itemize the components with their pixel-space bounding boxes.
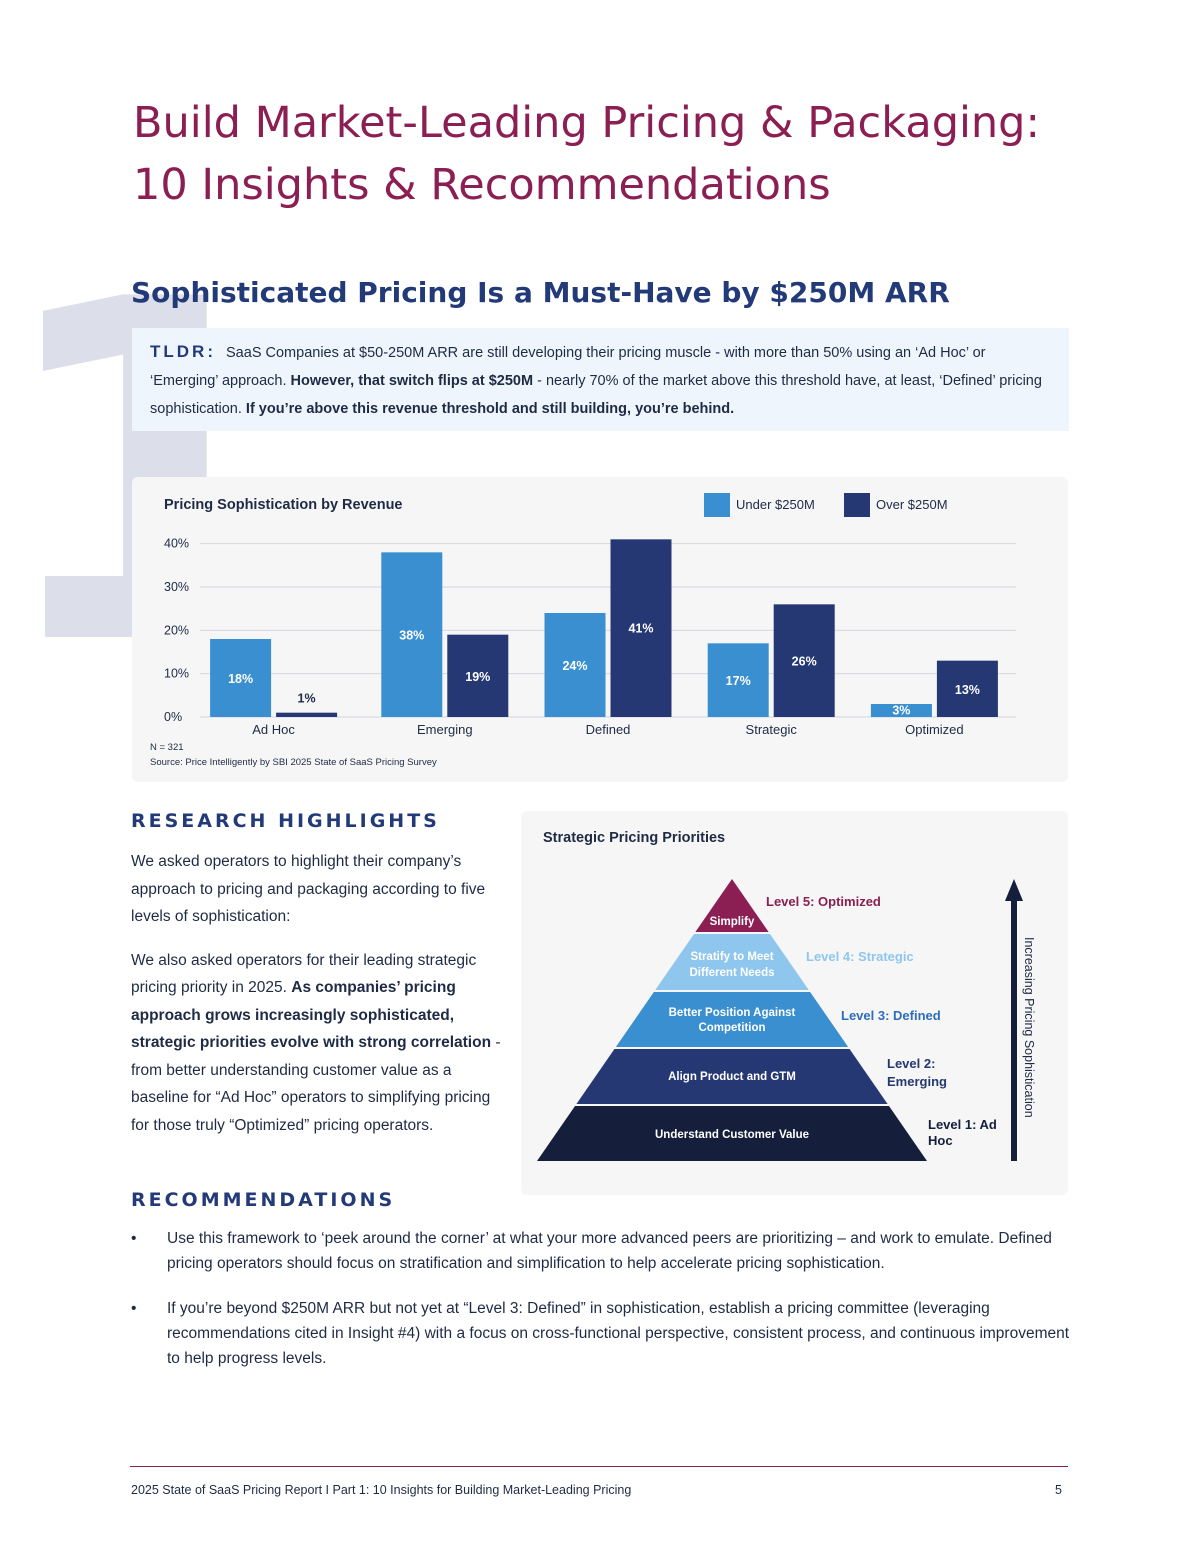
chart-title: Pricing Sophistication by Revenue	[164, 497, 403, 513]
research-heading: RESEARCH HIGHLIGHTS	[131, 810, 440, 832]
tldr-box: TLDR: SaaS Companies at $50-250M ARR are…	[132, 328, 1069, 431]
pyramid-inner-label: Understand Customer Value	[655, 1129, 809, 1141]
bar-over-optimized	[936, 660, 998, 717]
pyramid-inner-label: Competition	[698, 1022, 765, 1034]
pyramid-level-label: Level 2:	[887, 1056, 935, 1071]
footer-divider	[130, 1466, 1068, 1467]
pyramid-inner-label: Stratify to Meet	[690, 951, 773, 963]
legend-swatch	[844, 493, 870, 517]
data-label: 17%	[726, 674, 751, 688]
pyramid-inner-label: Simplify	[710, 916, 755, 928]
y-tick-label: 0%	[164, 710, 182, 724]
x-tick-label: Optimized	[905, 722, 964, 737]
title-line-1: Build Market-Leading Pricing & Packaging…	[133, 98, 1040, 148]
recommendations-heading: RECOMMENDATIONS	[131, 1189, 396, 1211]
legend-label: Over $250M	[876, 497, 948, 512]
pyramid-level-label: Level 3: Defined	[841, 1008, 941, 1023]
x-tick-label: Ad Hoc	[252, 722, 295, 737]
page-title: Build Market-Leading Pricing & Packaging…	[133, 92, 1133, 216]
x-tick-label: Emerging	[417, 722, 473, 737]
page-number: 5	[1055, 1483, 1062, 1497]
legend-label: Under $250M	[736, 497, 815, 512]
data-label: 3%	[892, 704, 910, 718]
pyramid-inner-label: Different Needs	[690, 967, 775, 979]
y-tick-label: 40%	[164, 537, 189, 551]
pyramid-title: Strategic Pricing Priorities	[543, 830, 725, 846]
section-title: Sophisticated Pricing Is a Must-Have by …	[131, 276, 950, 309]
y-tick-label: 30%	[164, 580, 189, 594]
x-tick-label: Defined	[586, 722, 631, 737]
research-p2-end: - from better understanding customer val…	[131, 1034, 501, 1134]
recommendation-text: Use this framework to ‘peek around the c…	[167, 1230, 1052, 1272]
y-tick-label: 20%	[164, 623, 189, 637]
pyramid-level-label: Level 1: Ad	[928, 1117, 997, 1132]
bullet: •	[131, 1300, 137, 1317]
pyramid-level-5	[695, 879, 769, 932]
bar-under-optimized	[870, 704, 932, 717]
data-label: 18%	[228, 672, 253, 686]
pyramid-level-label: Level 4: Strategic	[806, 949, 914, 964]
bar-over-strategic	[773, 604, 835, 717]
bar-chart: Pricing Sophistication by Revenue Under $…	[150, 493, 1016, 768]
tldr-label: TLDR:	[150, 342, 216, 361]
recommendation-item: • If you’re beyond $250M ARR but not yet…	[131, 1296, 1071, 1371]
pyramid-inner-label: Align Product and GTM	[668, 1071, 796, 1083]
bar-chart-card: Pricing Sophistication by Revenue Under $…	[132, 477, 1068, 782]
bar-under-emerging	[381, 552, 443, 717]
data-label: 19%	[465, 670, 490, 684]
legend-swatch	[704, 493, 730, 517]
pyramid-level-label: Level 5: Optimized	[766, 894, 881, 909]
data-label: 41%	[628, 621, 653, 635]
tldr-text-1: SaaS Companies at $50-250M ARR are still…	[150, 345, 986, 389]
bar-over-emerging	[447, 634, 509, 717]
footer-text: 2025 State of SaaS Pricing Report I Part…	[131, 1483, 632, 1497]
title-line-2: 10 Insights & Recommendations	[133, 160, 831, 210]
pyramid-level-label: Emerging	[887, 1074, 947, 1089]
recommendation-text: If you’re beyond $250M ARR but not yet a…	[167, 1300, 1070, 1367]
recommendation-item: • Use this framework to ‘peek around the…	[131, 1226, 1071, 1276]
chart-source: Source: Price Intelligently by SBI 2025 …	[150, 757, 437, 768]
pyramid-level-1	[537, 1106, 927, 1161]
pyramid-level-3	[615, 992, 849, 1047]
data-label: 24%	[562, 659, 587, 673]
bullet: •	[131, 1230, 137, 1247]
pyramid-level-2	[576, 1049, 888, 1104]
research-text: We asked operators to highlight their co…	[131, 848, 501, 1155]
pyramid-level-label: Hoc	[928, 1133, 953, 1148]
bar-over-ad-hoc	[276, 712, 338, 717]
tldr-bold-1: However, that switch flips at $250M	[290, 373, 534, 389]
data-label: 1%	[298, 692, 316, 706]
research-p2-start: We also asked operators for their leadin…	[131, 951, 477, 997]
pyramid-card: Strategic Pricing Priorities Simplify Leve…	[521, 811, 1068, 1195]
pyramid-inner-label: Better Position Against	[669, 1007, 796, 1019]
y-tick-label: 10%	[164, 667, 189, 681]
axis-label: Increasing Pricing Sophistication	[1022, 937, 1036, 1118]
data-label: 26%	[792, 655, 817, 669]
pyramid-level-4	[655, 934, 809, 990]
recommendations-list: • Use this framework to ‘peek around the…	[131, 1226, 1071, 1391]
chart-note: N = 321	[150, 742, 184, 753]
research-p2-bold: As companies’ pricing approach grows inc…	[131, 979, 492, 1051]
tldr-bold-2: If you’re above this revenue threshold a…	[245, 401, 735, 417]
research-paragraph-2: We also asked operators for their leadin…	[131, 947, 501, 1140]
bar-over-defined	[610, 539, 672, 717]
bar-under-strategic	[707, 643, 769, 717]
bar-under-defined	[544, 613, 606, 717]
x-tick-label: Strategic	[746, 722, 798, 737]
pyramid-diagram: Strategic Pricing Priorities Simplify Leve…	[537, 830, 1036, 1161]
data-label: 38%	[399, 629, 424, 643]
tldr-text-2: - nearly 70% of the market above this th…	[150, 373, 1042, 417]
bar-under-ad-hoc	[210, 639, 272, 717]
research-paragraph-1: We asked operators to highlight their co…	[131, 853, 486, 925]
arrow-up-icon	[1005, 879, 1023, 901]
data-label: 13%	[955, 683, 980, 697]
